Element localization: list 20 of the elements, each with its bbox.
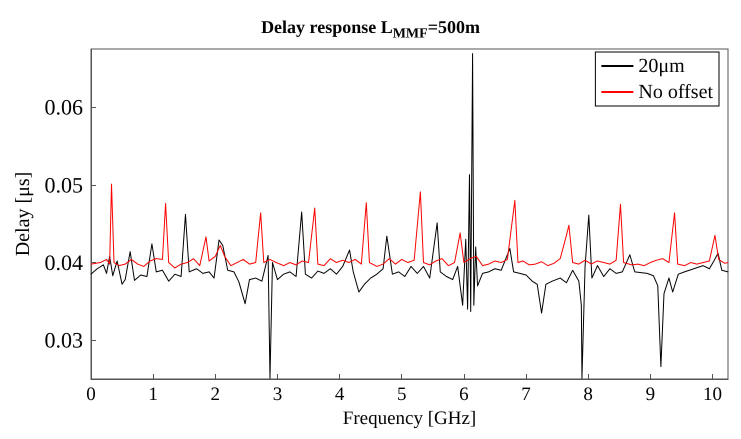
x-tick-label: 10 [702,384,722,405]
x-tick-label: 0 [86,384,96,405]
x-tick-label: 4 [334,384,345,405]
x-tick-label: 2 [210,384,220,405]
y-axis-title: Delay [μs] [12,172,34,256]
y-tick-label: 0.04 [44,250,83,276]
y-tick-label: 0.05 [44,172,83,198]
x-tick-label: 3 [272,384,282,405]
legend-label: No offset [638,81,714,103]
x-tick-label: 9 [646,384,656,405]
legend-label: 20μm [638,55,686,77]
x-tick-label: 7 [521,384,531,405]
x-axis-title: Frequency [GHz] [342,408,476,429]
line-series [90,184,728,268]
x-tick-label: 5 [396,384,406,405]
y-tick-label: 0.06 [44,94,83,120]
y-tick-label: 0.03 [44,328,83,353]
x-tick-label: 6 [459,384,469,405]
x-tick-label: 1 [148,384,158,405]
x-tick-label: 8 [583,384,593,405]
